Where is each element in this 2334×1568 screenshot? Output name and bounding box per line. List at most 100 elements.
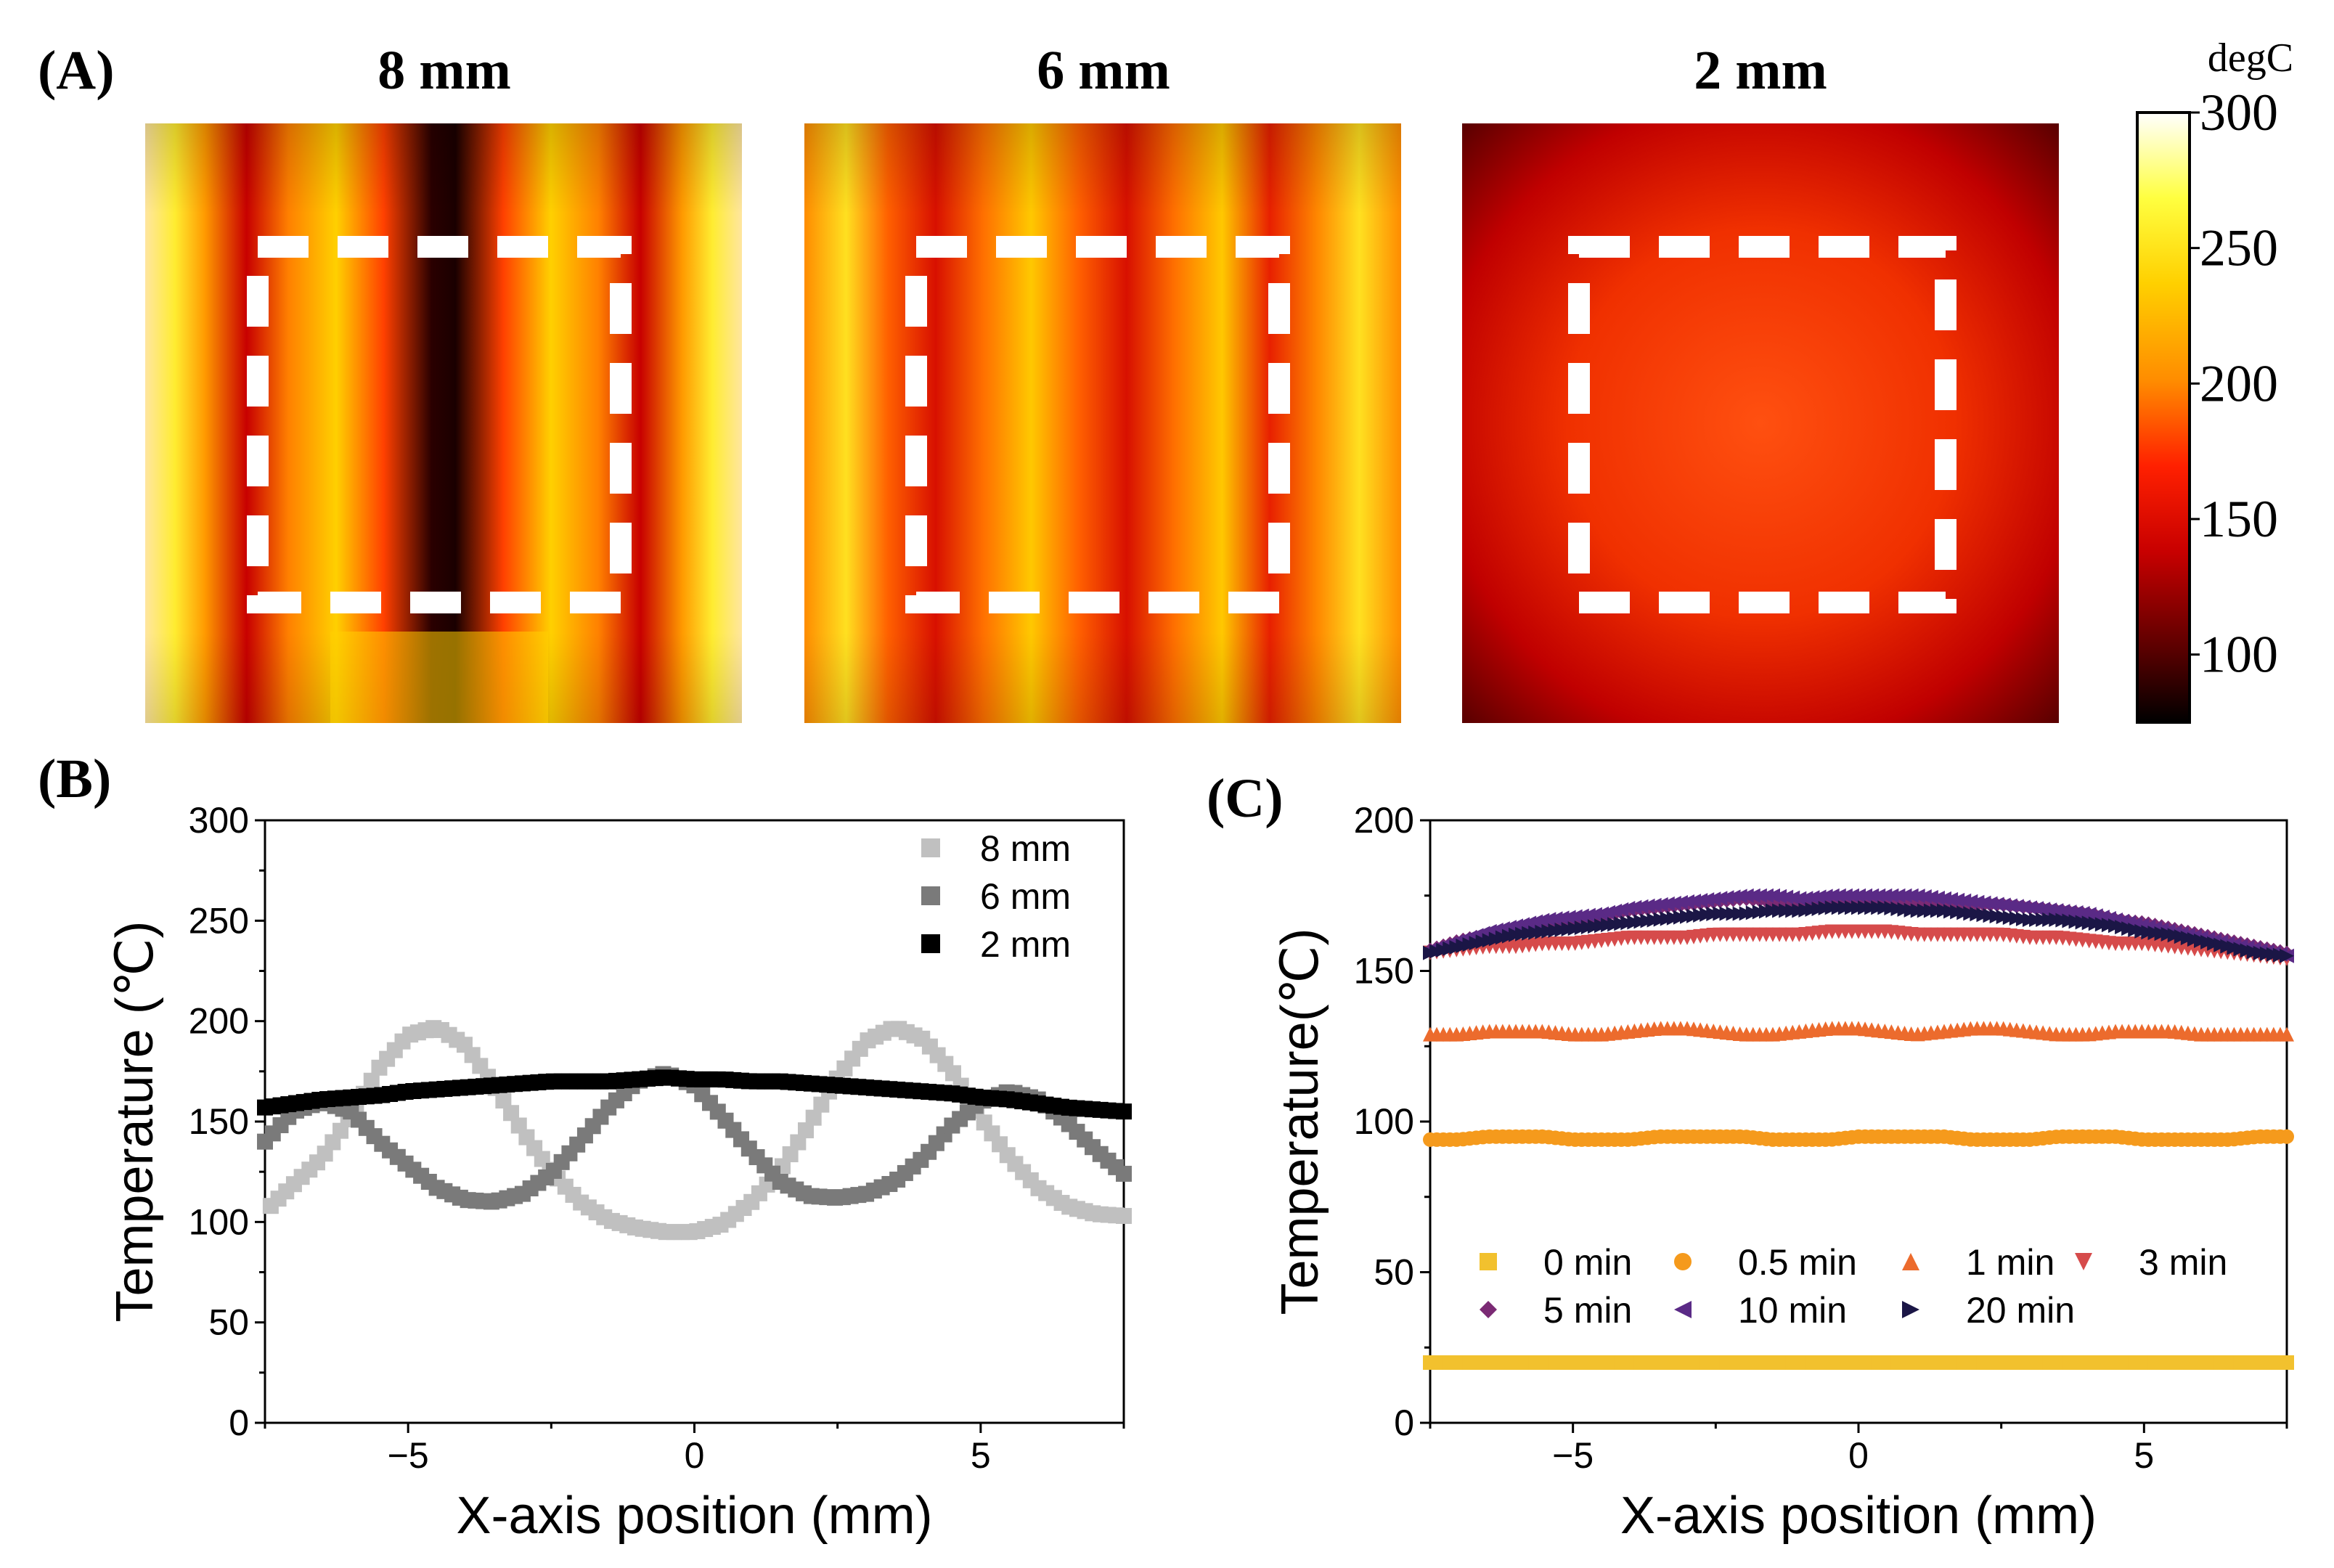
data-point [1700, 892, 1715, 907]
data-point [2068, 905, 2084, 920]
plot-c-ytick-label: 200 [1354, 800, 1414, 841]
legend-marker [1480, 1253, 1497, 1270]
heatmap-2mm [1462, 123, 2059, 723]
data-point [1574, 908, 1589, 923]
map-title-8mm: 8 mm [378, 40, 511, 101]
data-point [1116, 1165, 1132, 1182]
data-point [1647, 897, 1662, 912]
data-point [1541, 912, 1556, 927]
plot-c-y-axis-title: Temperature(℃) [1271, 928, 1329, 1315]
colorbar-bar [2136, 111, 2191, 724]
legend-label: 2 mm [980, 924, 1071, 965]
data-point [1660, 896, 1675, 911]
data-point [1554, 910, 1570, 926]
data-point [1706, 891, 1721, 907]
data-point [2081, 907, 2097, 922]
panel-label-c: (C) [1207, 768, 1284, 829]
dashed-roi-2mm [1568, 236, 1956, 613]
data-point [1633, 899, 1649, 914]
series-20min [1423, 900, 2294, 963]
plot-b-y-axis-title: Temperature (℃) [106, 920, 164, 1322]
data-point [1673, 895, 1688, 910]
heatmap-8mm [145, 123, 742, 723]
plot-b-ytick-label: 200 [189, 1001, 249, 1042]
data-point [1653, 897, 1668, 912]
data-point [2015, 899, 2031, 915]
heatmap-6mm [804, 123, 1401, 723]
plot-c-ytick-label: 150 [1354, 951, 1414, 992]
data-point [1970, 894, 1985, 910]
data-point [2075, 906, 2090, 921]
data-point [2280, 948, 2294, 963]
map-title-6mm: 6 mm [1037, 40, 1170, 101]
data-point [1726, 889, 1741, 905]
data-point [1587, 907, 1602, 922]
legend-marker [1902, 1253, 1919, 1270]
data-point [798, 1122, 815, 1139]
data-point [1607, 903, 1623, 918]
data-point [1548, 911, 1563, 926]
plot-b-x-axis-title: X-axis position (mm) [456, 1487, 932, 1545]
data-point [1989, 897, 2004, 912]
data-point [2023, 900, 2037, 915]
plot-b-xtick-label: 5 [971, 1435, 991, 1476]
data-point [1923, 889, 1938, 905]
data-point [944, 1065, 961, 1082]
plot-b-ytick-label: 150 [189, 1101, 249, 1142]
plot-c-ytick-label: 50 [1374, 1252, 1414, 1293]
data-point [2280, 1129, 2294, 1144]
data-point [1956, 893, 1972, 908]
plot-b-ytick-label: 300 [189, 800, 249, 841]
data-point [1798, 891, 1813, 906]
data-point [1943, 891, 1959, 907]
data-point [2049, 903, 2064, 918]
legend-label: 6 mm [980, 876, 1071, 917]
data-point [1627, 899, 1642, 915]
data-point [1528, 914, 1543, 929]
colorbar: degC 300 250 200 150 100 [2136, 36, 2293, 724]
data-point [1917, 889, 1932, 905]
data-point [1785, 890, 1800, 905]
legend-label: 5 min [1543, 1290, 1632, 1331]
plot-b-legend: 8 mm 6 mm 2 mm [921, 828, 1071, 965]
colorbar-tick-label: 100 [2200, 626, 2278, 684]
data-point [1522, 915, 1537, 931]
data-point [1805, 890, 1820, 905]
data-point [813, 1096, 830, 1113]
legend-label: 0.5 min [1738, 1242, 1857, 1283]
legend-marker [1480, 1301, 1497, 1318]
data-point [1732, 889, 1747, 904]
plot-c-legend: 0 min 0.5 min 1 min 3 min 5 min 10 min 20 min [1480, 1242, 2227, 1331]
data-point [1713, 891, 1728, 906]
data-point [1963, 894, 1978, 909]
legend-marker [921, 934, 940, 953]
data-point [1910, 889, 1925, 904]
colorbar-unit: degC [2208, 36, 2293, 81]
plot-b-ytick-label: 50 [208, 1302, 249, 1343]
legend-label: 1 min [1966, 1242, 2055, 1283]
panel-label-b: (B) [38, 748, 111, 809]
data-point [805, 1109, 822, 1126]
plot-c-x-axis-title: X-axis position (mm) [1620, 1487, 2097, 1545]
data-point [2280, 1026, 2294, 1042]
data-point [2042, 902, 2057, 918]
legend-label: 20 min [1966, 1290, 2075, 1331]
panel-label-a: (A) [38, 40, 115, 101]
legend-marker [1674, 1301, 1692, 1318]
legend-marker [1674, 1253, 1692, 1270]
data-point [1811, 889, 1827, 905]
panel-c: (C) 0 50 100 150 200 −5 0 5 X-axis position (mm)… [1207, 768, 2294, 1545]
data-point [1680, 894, 1694, 910]
plot-b-xtick-label: 0 [685, 1435, 705, 1476]
data-point [1614, 902, 1629, 917]
data-point [503, 1105, 520, 1122]
data-point [1580, 907, 1596, 923]
data-point [1686, 894, 1702, 909]
dashed-roi-8mm [247, 236, 632, 613]
data-point [2088, 908, 2103, 923]
data-point [1567, 909, 1583, 924]
plot-c-xtick-label: −5 [1552, 1435, 1594, 1476]
plot-b-ytick-label: 100 [189, 1201, 249, 1242]
data-point [1766, 888, 1780, 903]
plot-c-ytick-label: 0 [1394, 1402, 1414, 1443]
